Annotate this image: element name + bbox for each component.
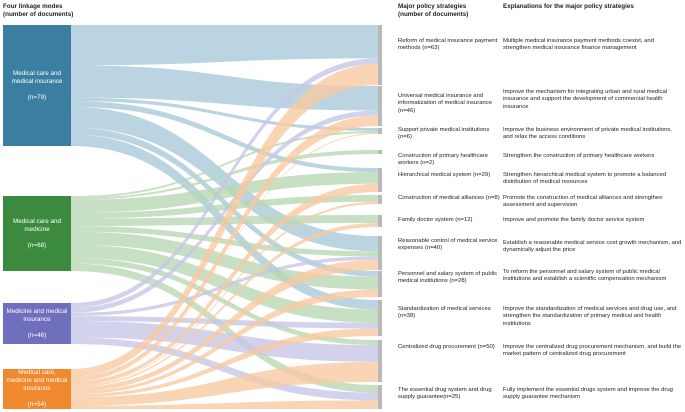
mode-block-medicine: Medical care and medicine (n=68)	[3, 196, 71, 271]
flow-insurance-to-strategy-0	[71, 25, 378, 66]
flow-insurance-to-strategy-2	[71, 97, 378, 131]
mode-count-medicine: (n=68)	[27, 241, 47, 249]
strategy-label: Support private medical institutions (n=…	[398, 127, 490, 141]
mode-label-insurance: Medical care and medical insurance	[11, 69, 63, 85]
flow-medicine-to-strategy-5	[71, 195, 378, 219]
strategy-node-bar	[378, 168, 382, 192]
mode-count-all: (n=54)	[27, 401, 47, 408]
flow-all-to-strategy-1	[71, 115, 378, 382]
mode-label-all: Medical care, medicine and medical insur…	[6, 369, 68, 392]
mode-block-insurance: Medical care and medical insurance (n=79…	[3, 25, 71, 146]
strategy-label: Construction of primary healthcare worke…	[398, 153, 489, 167]
flow-medicine-to-strategy-3	[71, 150, 378, 200]
strategy-explanation: Improve the mechanism for integrating ur…	[503, 89, 668, 110]
flow-insurance-to-strategy-7	[71, 106, 378, 252]
strategy-node-bar	[378, 340, 382, 382]
flow-insurance-to-strategy-4	[71, 101, 378, 173]
strategy-node-bar	[378, 128, 382, 134]
strategy-label: Reasonable control of medical service ex…	[398, 238, 498, 252]
strategy-node-bar	[378, 86, 382, 126]
flow-medicine-to-strategy-10	[71, 257, 378, 346]
strategy-label: Centralized drug procurement (n=50)	[398, 344, 495, 350]
flow-medicine-to-strategy-2	[71, 131, 378, 198]
strategy-node-bar	[378, 150, 382, 154]
flow-insurance-to-strategy-8	[71, 127, 378, 277]
strategy-explanation: Fully implement the essential drugs syst…	[503, 387, 673, 401]
strategy-node-bar	[378, 195, 382, 204]
strategy-explanation: Strengthen the construction of primary h…	[503, 153, 655, 159]
strategy-explanation: Establish a reasonable medical service c…	[503, 240, 682, 254]
modes-header: Four linkage modes (number of documents)	[3, 3, 73, 19]
flow-drugins-to-strategy-9	[71, 316, 378, 329]
strategy-explanation: Multiple medical insurance payment metho…	[503, 38, 654, 52]
strategy-node-bar	[378, 300, 382, 336]
flow-all-to-strategy-6	[71, 223, 378, 388]
mode-block-all: Medical care, medicine and medical insur…	[3, 369, 71, 409]
strategy-node-bar	[378, 271, 382, 297]
strategy-explanation: Improve the standardization of medical s…	[503, 306, 677, 327]
modes-header-sub: (number of documents)	[3, 11, 74, 18]
strategy-explanation: Strengthen hierarchical medical system t…	[503, 172, 667, 186]
flow-all-to-strategy-8	[71, 289, 378, 395]
strategy-label: Reform of medical insurance payment meth…	[398, 38, 498, 52]
flow-all-to-strategy-10	[71, 361, 378, 406]
flow-medicine-to-strategy-4	[71, 172, 378, 213]
flow-drugins-to-strategy-1	[71, 110, 378, 313]
strategy-explanation: Improve and promote the family doctor se…	[503, 217, 645, 223]
modes-header-title: Four linkage modes	[3, 3, 63, 10]
strategy-node-bar	[378, 25, 382, 85]
strategies-header: Major policy strategies (number of docum…	[398, 3, 468, 19]
strategies-header-title: Major policy strategies	[398, 3, 467, 10]
flow-all-to-strategy-0	[71, 64, 378, 377]
strategy-node-bar	[378, 236, 382, 270]
strategy-explanation: Promote the construction of medical alli…	[503, 195, 663, 209]
strategy-explanation: Improve the centralized drug procurement…	[503, 344, 682, 358]
strategy-label: The essential drug system and drug suppl…	[398, 387, 492, 401]
strategy-label: Hierarchical medical system (n=29)	[398, 172, 491, 178]
flow-drugins-to-strategy-11	[71, 337, 378, 401]
strategy-node-bar	[378, 385, 382, 409]
strategies-header-sub: (number of documents)	[398, 11, 469, 18]
flow-all-to-strategy-7	[71, 259, 378, 392]
flow-all-to-strategy-5	[71, 201, 378, 386]
strategy-label: Standardization of medical services (n=3…	[398, 306, 491, 320]
strategy-node-bar	[378, 215, 382, 227]
strategy-label: Family doctor system (n=12)	[398, 217, 473, 223]
strategy-label: Construction of medical alliances (n=8)	[398, 195, 500, 201]
mode-count-insurance: (n=79)	[27, 93, 47, 101]
mode-label-medicine: Medical care and medicine	[13, 217, 61, 233]
mode-count-drugins: (n=46)	[27, 331, 47, 339]
explanations-header: Explanations for the major policy strate…	[503, 3, 634, 10]
flow-all-to-strategy-4	[71, 183, 378, 386]
flow-all-to-strategy-2	[71, 133, 378, 382]
strategy-explanation: Improve the business environment of priv…	[503, 127, 672, 141]
mode-block-drugins: Medicine and medical insurance (n=46)	[3, 303, 71, 344]
flow-drugins-to-strategy-0	[71, 58, 378, 308]
flow-medicine-to-strategy-7	[71, 226, 378, 257]
strategy-explanation: To reform the personnel and salary syste…	[503, 269, 667, 283]
flow-all-to-strategy-9	[71, 328, 378, 398]
mode-label-drugins: Medicine and medical insurance	[6, 307, 68, 323]
flow-all-to-strategy-11	[71, 400, 378, 409]
strategy-label: Personnel and salary system of public me…	[398, 271, 498, 285]
strategy-label: Universal medical insurance and informat…	[398, 93, 492, 114]
